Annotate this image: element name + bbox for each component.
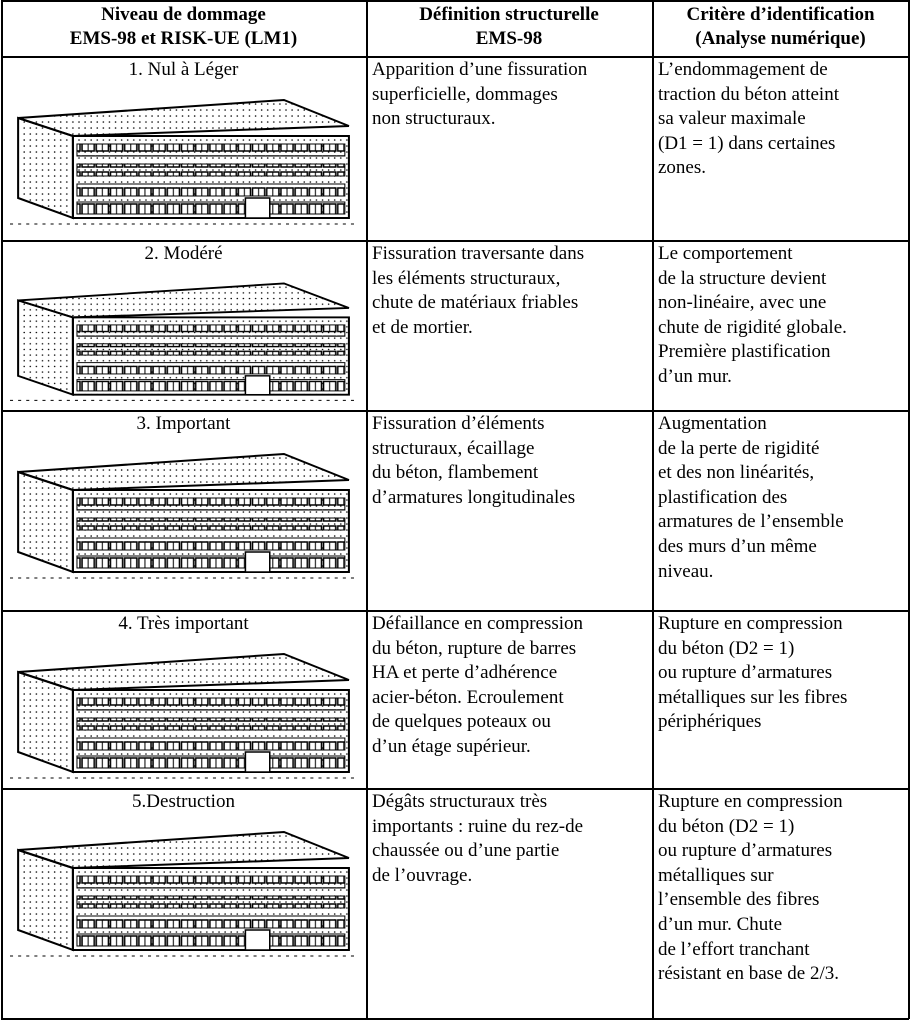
- criterion-line: Première plastification: [658, 341, 831, 363]
- definition-line: d’un étage supérieur.: [372, 736, 531, 757]
- definition-line: Fissuration d’éléments: [372, 413, 545, 434]
- definition-line: structuraux, écaillage: [372, 437, 535, 459]
- header-text: Critère d’identification: [686, 4, 875, 25]
- definition-line: chute de matériaux friables: [372, 292, 579, 314]
- building-drawing: [10, 274, 355, 406]
- criterion-line: armatures de l’ensemble: [658, 511, 844, 533]
- damage-level: 5.Destruction: [132, 791, 235, 812]
- criterion-line: l’ensemble des fibres: [658, 889, 820, 911]
- definition-line: Apparition d’une fissuration: [372, 59, 588, 80]
- criterion-line: Rupture en compression: [658, 613, 843, 634]
- column-border: [366, 0, 368, 1019]
- row-border: [1, 410, 909, 412]
- damage-level: 4. Très important: [118, 613, 249, 634]
- header-text: Définition structurelle: [419, 4, 599, 25]
- column-border: [652, 0, 654, 1019]
- criterion-line: d’un mur.: [658, 366, 732, 387]
- building-drawing: [10, 644, 355, 784]
- criterion-line: Rupture en compression: [658, 791, 843, 812]
- criterion-line: niveau.: [658, 560, 714, 582]
- criterion-line: traction du béton atteint: [658, 83, 839, 105]
- definition-line: HA et perte d’adhérence: [372, 662, 558, 684]
- definition-line: du béton, flambement: [372, 462, 539, 484]
- criterion-line: de l’effort tranchant: [658, 938, 810, 960]
- row-border: [1, 0, 909, 2]
- header-text: (Analyse numérique): [695, 28, 866, 49]
- definition-line: Défaillance en compression: [372, 613, 584, 634]
- row-border: [1, 240, 909, 242]
- damage-level: 3. Important: [136, 413, 231, 434]
- building-drawing: [10, 822, 355, 962]
- row-border: [1, 1018, 909, 1020]
- definition-line: acier-béton. Ecroulement: [372, 686, 564, 708]
- definition-line: superficielle, dommages: [372, 83, 558, 105]
- definition-line: de l’ouvrage.: [372, 864, 473, 886]
- building-drawing: [10, 444, 355, 584]
- definition-line: les éléments structuraux,: [372, 267, 561, 289]
- criterion-line: de la perte de rigidité: [658, 437, 820, 459]
- definition-line: Fissuration traversante dans: [372, 243, 585, 264]
- criterion-line: non-linéaire, avec une: [658, 292, 827, 314]
- row-border: [1, 56, 909, 58]
- row-border: [1, 610, 909, 612]
- header-text: EMS-98 et RISK-UE (LM1): [69, 28, 298, 49]
- criterion-line: des murs d’un même: [658, 536, 817, 557]
- criterion-line: résistant en base de 2/3.: [658, 963, 839, 985]
- criterion-line: L’endommagement de: [658, 59, 828, 80]
- criterion-line: zones.: [658, 157, 707, 179]
- criterion-line: Le comportement: [658, 243, 793, 264]
- criterion-line: périphériques: [658, 711, 762, 733]
- damage-level: 1. Nul à Léger: [128, 59, 239, 80]
- criterion-line: métalliques sur: [658, 864, 774, 886]
- definition-line: d’armatures longitudinales: [372, 486, 576, 508]
- criterion-line: ou rupture d’armatures: [658, 662, 833, 684]
- damage-level: 2. Modéré: [144, 243, 223, 264]
- criterion-line: d’un mur. Chute: [658, 914, 783, 935]
- criterion-line: et des non linéarités,: [658, 462, 815, 484]
- column-border: [908, 0, 910, 1019]
- criterion-line: Augmentation: [658, 413, 767, 434]
- criterion-line: métalliques sur les fibres: [658, 686, 848, 708]
- criterion-line: de la structure devient: [658, 267, 827, 289]
- header-text: Niveau de dommage: [101, 4, 266, 25]
- definition-line: du béton, rupture de barres: [372, 637, 577, 659]
- criterion-line: du béton (D2 = 1): [658, 815, 795, 837]
- definition-line: et de mortier.: [372, 316, 473, 338]
- definition-line: Dégâts structuraux très: [372, 791, 548, 812]
- criterion-line: ou rupture d’armatures: [658, 840, 833, 862]
- criterion-line: (D1 = 1) dans certaines: [658, 132, 836, 154]
- header-text: EMS-98: [475, 28, 543, 49]
- definition-line: de quelques poteaux ou: [372, 711, 551, 733]
- building-drawing: [10, 90, 355, 230]
- criterion-line: plastification des: [658, 486, 788, 508]
- column-border: [1, 0, 3, 1019]
- definition-line: chaussée ou d’une partie: [372, 840, 560, 862]
- criterion-line: chute de rigidité globale.: [658, 316, 847, 338]
- definition-line: importants : ruine du rez-de: [372, 815, 584, 837]
- criterion-line: du béton (D2 = 1): [658, 637, 795, 659]
- definition-line: non structuraux.: [372, 108, 496, 130]
- row-border: [1, 788, 909, 790]
- criterion-line: sa valeur maximale: [658, 108, 806, 130]
